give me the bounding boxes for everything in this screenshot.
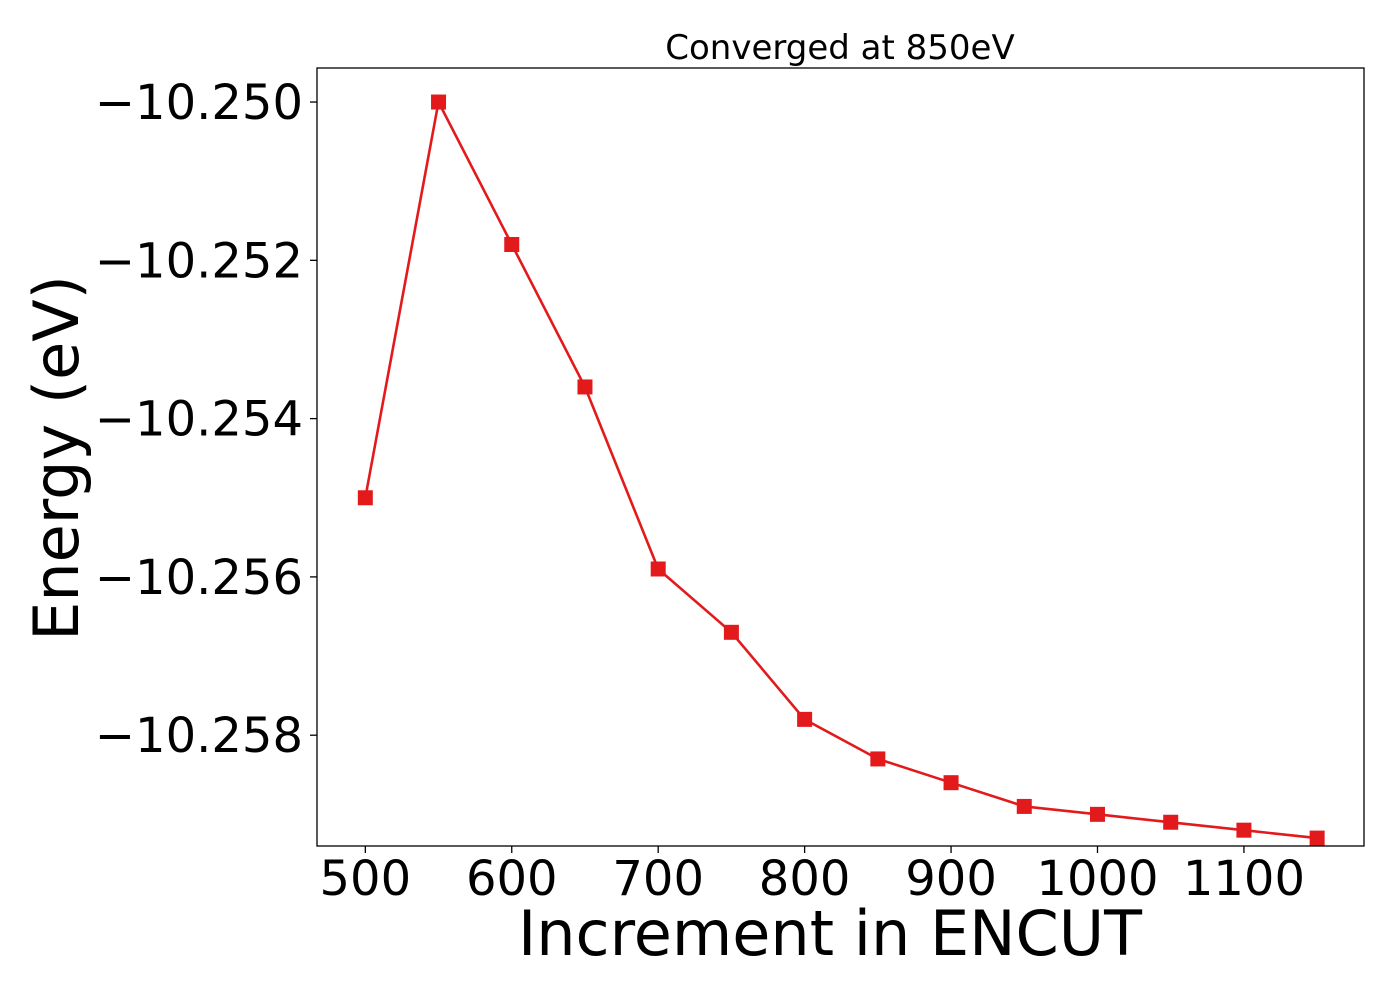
- x-tick-label: 600: [466, 851, 558, 907]
- x-axis-label: Increment in ENCUT: [518, 897, 1143, 970]
- x-tick-label: 500: [320, 851, 412, 907]
- x-tick-label: 1100: [1183, 851, 1305, 907]
- data-point-marker: [650, 561, 666, 577]
- data-point-marker: [943, 775, 959, 791]
- x-tick-label: 700: [612, 851, 704, 907]
- y-tick-label: −10.258: [95, 708, 303, 764]
- y-axis-ticks: −10.250 −10.252 −10.254 −10.256 −10.258: [95, 75, 317, 764]
- data-point-marker: [504, 236, 520, 252]
- x-axis-ticks: 500 600 700 800 900 1000 1100: [320, 846, 1305, 907]
- y-tick-label: −10.252: [95, 233, 303, 289]
- data-point-marker: [723, 624, 739, 640]
- data-point-marker: [1309, 830, 1325, 846]
- x-tick-label: 1000: [1036, 851, 1158, 907]
- data-point-marker: [797, 711, 813, 727]
- data-point-marker: [1236, 822, 1252, 838]
- data-point-marker: [577, 379, 593, 395]
- x-tick-label: 800: [759, 851, 851, 907]
- data-point-marker: [357, 490, 373, 506]
- data-point-marker: [1016, 798, 1032, 814]
- y-axis-label: Energy (eV): [20, 275, 93, 641]
- y-tick-label: −10.250: [95, 75, 303, 131]
- data-point-marker: [1163, 814, 1179, 830]
- data-point-marker: [431, 94, 447, 110]
- chart-title: Converged at 850eV: [665, 28, 1014, 68]
- x-tick-label: 900: [905, 851, 997, 907]
- data-point-marker: [870, 751, 886, 767]
- plot-area: [316, 67, 1365, 847]
- data-point-marker: [1089, 806, 1105, 822]
- y-tick-label: −10.254: [95, 392, 303, 448]
- series-line: [364, 100, 1318, 840]
- y-tick-label: −10.256: [95, 550, 303, 606]
- plot-frame: [316, 67, 1365, 847]
